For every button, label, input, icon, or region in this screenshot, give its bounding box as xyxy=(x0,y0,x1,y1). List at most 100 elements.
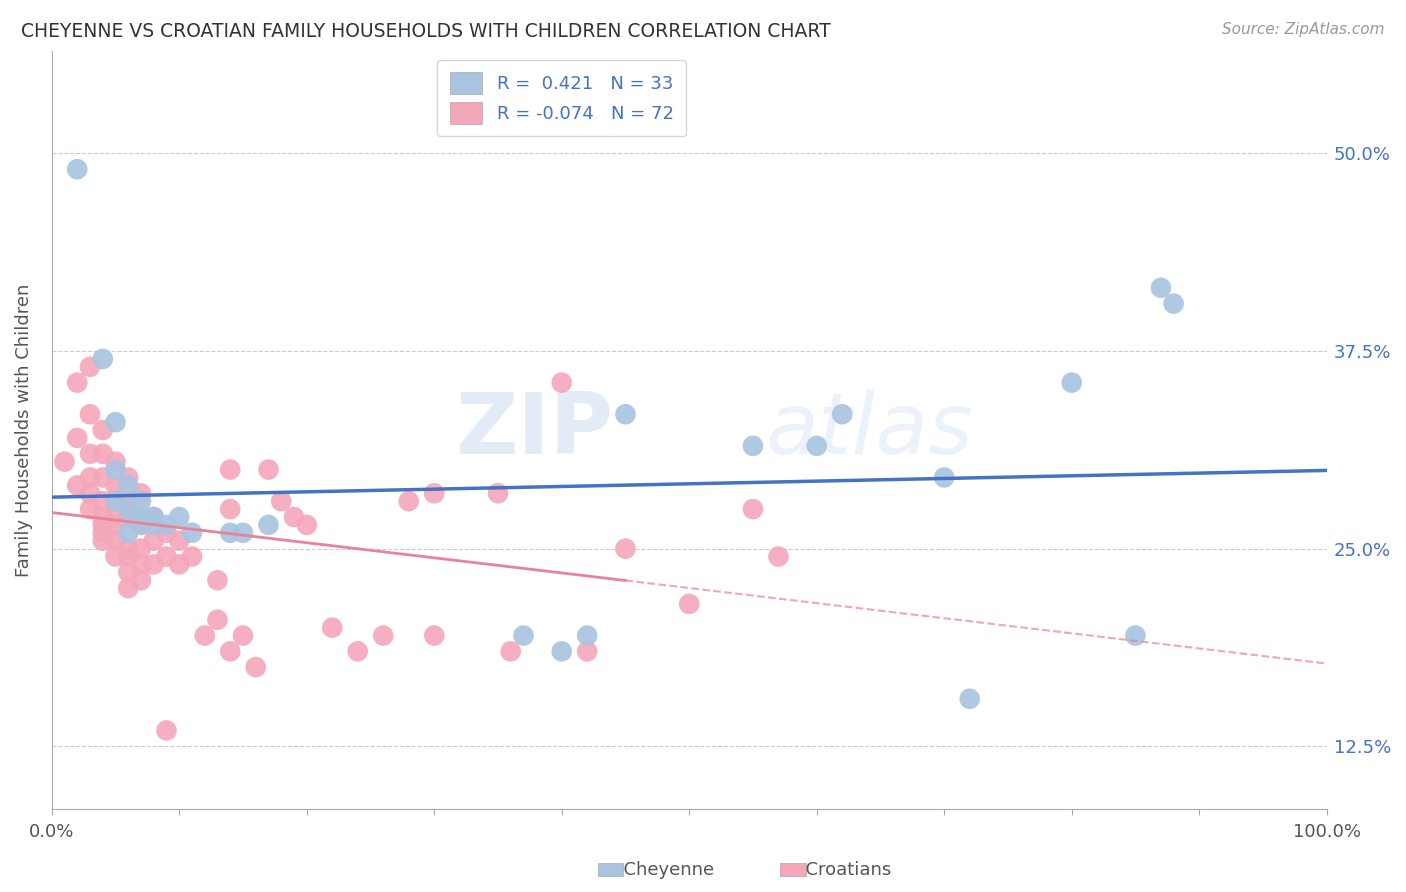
Point xyxy=(346,644,368,658)
Point xyxy=(79,359,101,374)
Point xyxy=(283,510,305,524)
Point xyxy=(155,525,177,540)
Point xyxy=(423,629,446,643)
Text: Croatians: Croatians xyxy=(794,861,891,879)
Point xyxy=(104,510,127,524)
Point xyxy=(129,558,152,572)
Point xyxy=(194,629,217,643)
Point xyxy=(321,621,343,635)
Point xyxy=(79,486,101,500)
Point xyxy=(79,407,101,421)
Point xyxy=(167,533,190,548)
Point xyxy=(91,525,114,540)
Legend: R =  0.421   N = 33, R = -0.074   N = 72: R = 0.421 N = 33, R = -0.074 N = 72 xyxy=(437,60,686,136)
Point xyxy=(117,510,139,524)
Point xyxy=(66,478,89,492)
Point xyxy=(142,510,165,524)
Point xyxy=(104,494,127,508)
Point xyxy=(104,494,127,508)
Point xyxy=(117,581,139,595)
Point xyxy=(104,549,127,564)
Point xyxy=(257,517,280,532)
Point xyxy=(91,447,114,461)
Point xyxy=(155,549,177,564)
Point xyxy=(91,510,114,524)
Text: Cheyenne: Cheyenne xyxy=(612,861,714,879)
Point xyxy=(1163,296,1185,310)
Point xyxy=(117,502,139,516)
Point xyxy=(155,517,177,532)
Text: CHEYENNE VS CROATIAN FAMILY HOUSEHOLDS WITH CHILDREN CORRELATION CHART: CHEYENNE VS CROATIAN FAMILY HOUSEHOLDS W… xyxy=(21,22,831,41)
Point xyxy=(423,486,446,500)
Point xyxy=(117,566,139,580)
Point xyxy=(79,447,101,461)
Point xyxy=(232,629,254,643)
Point xyxy=(219,462,242,476)
Point xyxy=(117,478,139,492)
Point xyxy=(486,486,509,500)
Point xyxy=(295,517,318,532)
Point xyxy=(79,502,101,516)
Point xyxy=(768,549,790,564)
Point xyxy=(512,629,534,643)
Point xyxy=(1125,629,1147,643)
Point xyxy=(245,660,267,674)
Point xyxy=(142,510,165,524)
Point xyxy=(167,558,190,572)
Point xyxy=(742,502,765,516)
Point xyxy=(207,613,229,627)
Point xyxy=(129,510,152,524)
Point xyxy=(129,486,152,500)
Point xyxy=(499,644,522,658)
Point xyxy=(742,439,765,453)
Point xyxy=(373,629,395,643)
Point xyxy=(104,462,127,476)
Point xyxy=(117,541,139,556)
Point xyxy=(117,525,139,540)
Point xyxy=(934,470,956,484)
Y-axis label: Family Households with Children: Family Households with Children xyxy=(15,284,32,577)
Point xyxy=(219,502,242,516)
Point xyxy=(678,597,700,611)
Point xyxy=(117,549,139,564)
Text: Source: ZipAtlas.com: Source: ZipAtlas.com xyxy=(1222,22,1385,37)
Point xyxy=(66,162,89,177)
Point xyxy=(117,470,139,484)
Point xyxy=(1150,281,1173,295)
Point xyxy=(219,525,242,540)
Point xyxy=(91,517,114,532)
Point xyxy=(614,541,637,556)
Text: ZIP: ZIP xyxy=(456,389,613,472)
Point xyxy=(576,629,599,643)
Point xyxy=(66,376,89,390)
Point xyxy=(104,415,127,429)
Point xyxy=(831,407,853,421)
Point xyxy=(91,533,114,548)
Point xyxy=(232,525,254,540)
Point xyxy=(79,470,101,484)
Point xyxy=(142,517,165,532)
Text: atlas: atlas xyxy=(766,389,974,472)
Point xyxy=(129,517,152,532)
Point xyxy=(104,533,127,548)
Point xyxy=(117,494,139,508)
Point xyxy=(398,494,420,508)
Point xyxy=(181,549,204,564)
Point xyxy=(551,376,574,390)
Point xyxy=(142,533,165,548)
Point xyxy=(219,644,242,658)
Point xyxy=(129,541,152,556)
Point xyxy=(207,573,229,587)
Point xyxy=(91,494,114,508)
Point xyxy=(1060,376,1083,390)
Point xyxy=(551,644,574,658)
Point xyxy=(959,691,981,706)
Point xyxy=(576,644,599,658)
Point xyxy=(614,407,637,421)
Point xyxy=(104,478,127,492)
Point xyxy=(129,517,152,532)
Point xyxy=(257,462,280,476)
Point xyxy=(167,510,190,524)
Point xyxy=(129,494,152,508)
Point xyxy=(142,558,165,572)
